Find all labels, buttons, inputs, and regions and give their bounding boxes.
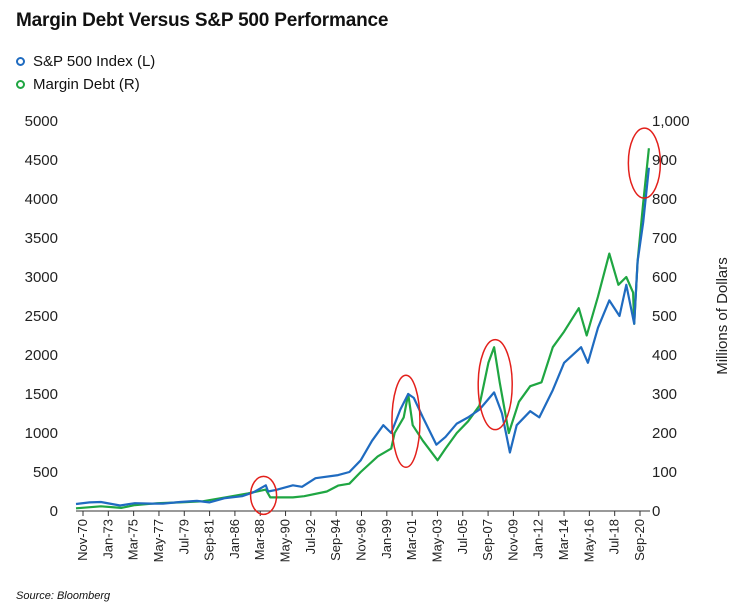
x-tick-label: Jan-73 [100,519,115,559]
legend-item-margin-debt: Margin Debt (R) [16,73,155,96]
y-left-tick-label: 0 [50,503,58,520]
y-right-axis-label: Millions of Dollars [714,257,731,375]
chart-title: Margin Debt Versus S&P 500 Performance [16,10,389,31]
y-right-tick-label: 500 [652,308,677,325]
x-tick-label: Nov-70 [75,519,90,561]
y-right-tick-label: 100 [652,464,677,481]
x-tick-label: May-90 [278,519,293,562]
legend: S&P 500 Index (L) Margin Debt (R) [16,50,155,96]
x-tick-label: Nov-09 [505,519,520,561]
x-tick-label: May-03 [429,519,444,562]
x-tick-label: Jul-18 [607,519,622,554]
y-right-tick-label: 300 [652,386,677,403]
y-left-tick-label: 4500 [25,152,58,169]
highlight-ellipse [391,374,421,469]
y-right-tick-label: 0 [652,503,660,520]
highlight-ellipses [249,127,662,516]
y-left-tick-label: 1000 [25,425,58,442]
y-left-tick-label: 1500 [25,386,58,403]
legend-label-margin-debt: Margin Debt (R) [33,76,140,93]
series-lines [75,148,650,510]
y-left-tick-label: 3000 [25,269,58,286]
x-tick-label: Sep-07 [480,519,495,561]
x-tick-label: Mar-88 [252,519,267,560]
x-tick-label: Mar-01 [404,519,419,560]
legend-item-sp500: S&P 500 Index (L) [16,50,155,73]
y-right-tick-label: 700 [652,230,677,247]
x-tick-label: Jul-05 [455,519,470,554]
x-tick-label: Sep-81 [202,519,217,561]
y-right-tick-label: 200 [652,425,677,442]
y-left-tick-label: 2500 [25,308,58,325]
highlight-ellipse [627,127,662,199]
y-left-tick-label: 2000 [25,347,58,364]
x-tick-label: Jul-79 [176,519,191,554]
x-tick-label: Jan-86 [227,519,242,559]
y-right-tick-label: 800 [652,191,677,208]
legend-marker-sp500 [16,57,25,66]
sp500-line [75,167,650,507]
x-tick-label: Jan-12 [531,519,546,559]
y-right-tick-label: 400 [652,347,677,364]
highlight-ellipse [249,475,278,516]
x-tick-label: Sep-94 [328,519,343,561]
y-right-tick-label: 900 [652,152,677,169]
highlight-ellipse [477,338,513,431]
y-left-tick-label: 4000 [25,191,58,208]
y-right-ticks: 1,000 900 800 700 600 500 400 300 200 100 0 [652,113,690,520]
x-tick-label: Mar-14 [556,519,571,560]
x-tick-label: Mar-75 [126,519,141,560]
y-left-tick-label: 3500 [25,230,58,247]
y-left-tick-label: 5000 [25,113,58,130]
y-right-tick-label: 600 [652,269,677,286]
x-tick-label: Jul-92 [303,519,318,554]
x-tick-label: Jan-99 [379,519,394,559]
x-tick-label: Sep-20 [632,519,647,561]
x-tick-label: May-16 [581,519,596,562]
x-tick-label: Nov-96 [354,519,369,561]
y-right-tick-label: 1,000 [652,113,690,130]
legend-marker-margin-debt [16,80,25,89]
source-note: Source: Bloomberg [16,590,111,602]
legend-label-sp500: S&P 500 Index (L) [33,53,156,70]
margin-debt-line [75,148,650,510]
y-left-tick-label: 500 [33,464,58,481]
x-ticks: Nov-70 Jan-73 Mar-75 May-77 Jul-79 Sep-81 Jan-… [75,511,647,562]
x-tick-label: May-77 [151,519,166,562]
